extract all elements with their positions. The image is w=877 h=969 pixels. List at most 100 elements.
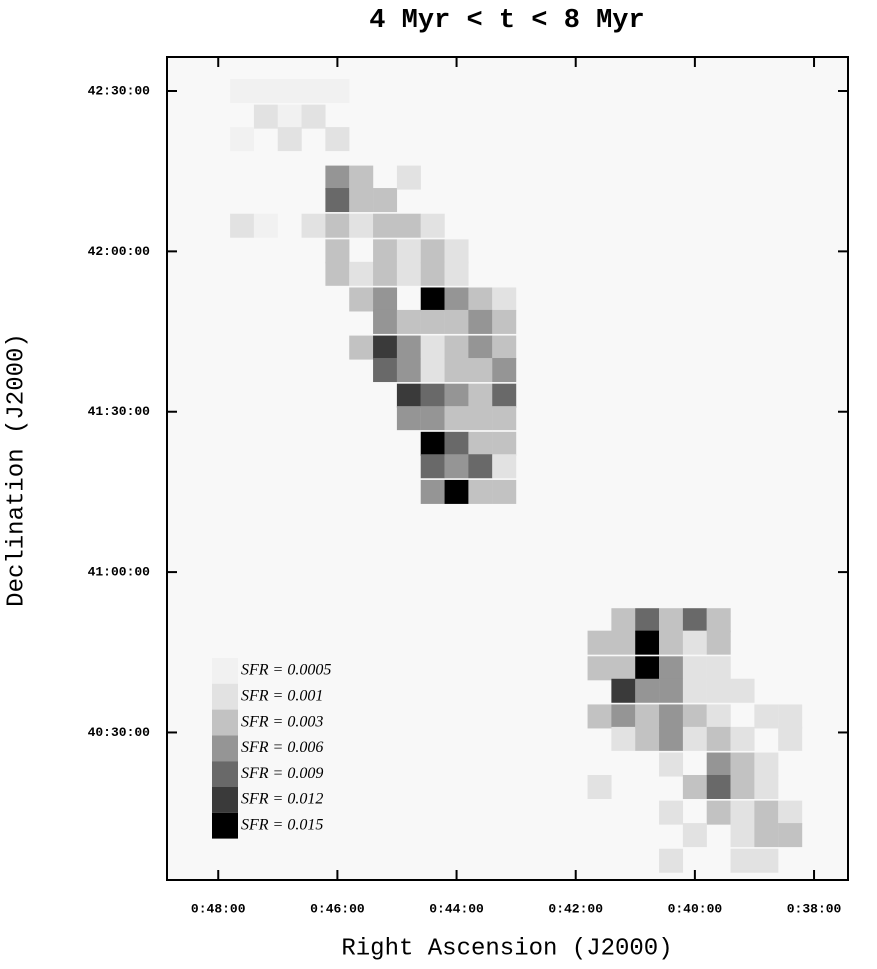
sfr-cell	[492, 406, 517, 431]
sfr-cell	[778, 823, 803, 848]
sfr-cell	[682, 678, 707, 703]
sfr-cell	[420, 239, 445, 264]
sfr-cell	[659, 752, 684, 777]
sfr-cell	[659, 800, 684, 825]
sfr-cell	[730, 800, 755, 825]
sfr-cell	[659, 630, 684, 655]
sfr-cell	[635, 656, 660, 681]
sfr-cell	[706, 752, 731, 777]
sfr-cell	[420, 309, 445, 334]
sfr-cell	[325, 127, 350, 152]
sfr-cell	[396, 309, 421, 334]
sfr-cell	[492, 431, 517, 456]
sfr-cell	[659, 608, 684, 633]
sfr-cell	[706, 800, 731, 825]
x-tick-label: 0:48:00	[191, 901, 246, 916]
sfr-cell	[730, 726, 755, 751]
sfr-cell	[706, 704, 731, 729]
sfr-cell	[635, 704, 660, 729]
sfr-cell	[277, 104, 302, 129]
sfr-cell	[659, 848, 684, 873]
sfr-cell	[420, 213, 445, 238]
legend-label: SFR = 0.012	[241, 791, 323, 808]
sfr-cell	[373, 213, 398, 238]
sfr-cell	[230, 127, 255, 152]
sfr-cell	[754, 774, 779, 799]
sfr-cell	[682, 630, 707, 655]
sfr-cell	[492, 287, 517, 312]
sfr-cell	[277, 127, 302, 152]
sfr-cell	[420, 335, 445, 360]
sfr-cell	[635, 630, 660, 655]
legend-swatch	[212, 735, 238, 762]
sfr-cell	[230, 78, 255, 103]
sfr-cell	[301, 213, 326, 238]
sfr-cell	[420, 261, 445, 286]
legend-swatch	[212, 812, 238, 839]
sfr-cell	[659, 678, 684, 703]
sfr-cell	[301, 78, 326, 103]
x-tick-label: 0:38:00	[787, 901, 842, 916]
sfr-cell	[373, 239, 398, 264]
sfr-cell	[730, 752, 755, 777]
legend-swatch	[212, 658, 238, 684]
sfr-cell	[730, 678, 755, 703]
sfr-cell	[587, 630, 612, 655]
sfr-cell	[706, 678, 731, 703]
sfr-cell	[611, 678, 636, 703]
sfr-cell	[373, 287, 398, 312]
sfr-cell	[396, 383, 421, 408]
sfr-cell	[420, 358, 445, 383]
sfr-cell	[635, 726, 660, 751]
sfr-cell	[444, 479, 469, 504]
sfr-cell	[444, 431, 469, 456]
sfr-cell	[682, 704, 707, 729]
sfr-cell	[420, 287, 445, 312]
sfr-cell	[420, 431, 445, 456]
y-tick-label: 42:00:00	[88, 244, 151, 259]
sfr-cell	[492, 335, 517, 360]
y-axis-label: Declination (J2000)	[3, 333, 30, 607]
plot-area	[167, 57, 848, 880]
sfr-cell	[778, 704, 803, 729]
sfr-cell	[706, 608, 731, 633]
sfr-cell	[444, 358, 469, 383]
sfr-cell	[349, 287, 374, 312]
sfr-cell	[659, 656, 684, 681]
sfr-cell	[444, 335, 469, 360]
sfr-cell	[444, 287, 469, 312]
sfr-cell	[492, 358, 517, 383]
y-tick-label: 40:30:00	[88, 725, 151, 740]
legend-swatch	[212, 761, 238, 787]
sfr-cell	[778, 800, 803, 825]
sfr-cell	[468, 309, 493, 334]
sfr-cell	[325, 261, 350, 286]
sfr-cell	[420, 383, 445, 408]
sfr-cell	[396, 213, 421, 238]
sfr-cell	[396, 335, 421, 360]
y-tick-label: 41:30:00	[88, 404, 151, 419]
legend-label: SFR = 0.001	[241, 687, 323, 704]
sfr-cell	[730, 774, 755, 799]
x-tick-label: 0:44:00	[429, 901, 484, 916]
sfr-cell	[468, 406, 493, 431]
sfr-cell	[754, 823, 779, 848]
sfr-cell	[373, 358, 398, 383]
sfr-cell	[468, 383, 493, 408]
sfr-cell	[587, 656, 612, 681]
sfr-cell	[587, 704, 612, 729]
sfr-cell	[444, 261, 469, 286]
sfr-cell	[492, 383, 517, 408]
sfr-cell	[349, 188, 374, 213]
sfr-cell	[373, 188, 398, 213]
sfr-cell	[754, 848, 779, 873]
sfr-cell	[611, 656, 636, 681]
sfr-cell	[468, 454, 493, 479]
x-tick-label: 0:42:00	[548, 901, 603, 916]
chart-title: 4 Myr < t < 8 Myr	[369, 6, 644, 36]
sfr-cell	[706, 630, 731, 655]
sfr-cell	[325, 188, 350, 213]
sfr-cell	[635, 608, 660, 633]
sfr-cell	[778, 726, 803, 751]
sfr-cell	[468, 335, 493, 360]
